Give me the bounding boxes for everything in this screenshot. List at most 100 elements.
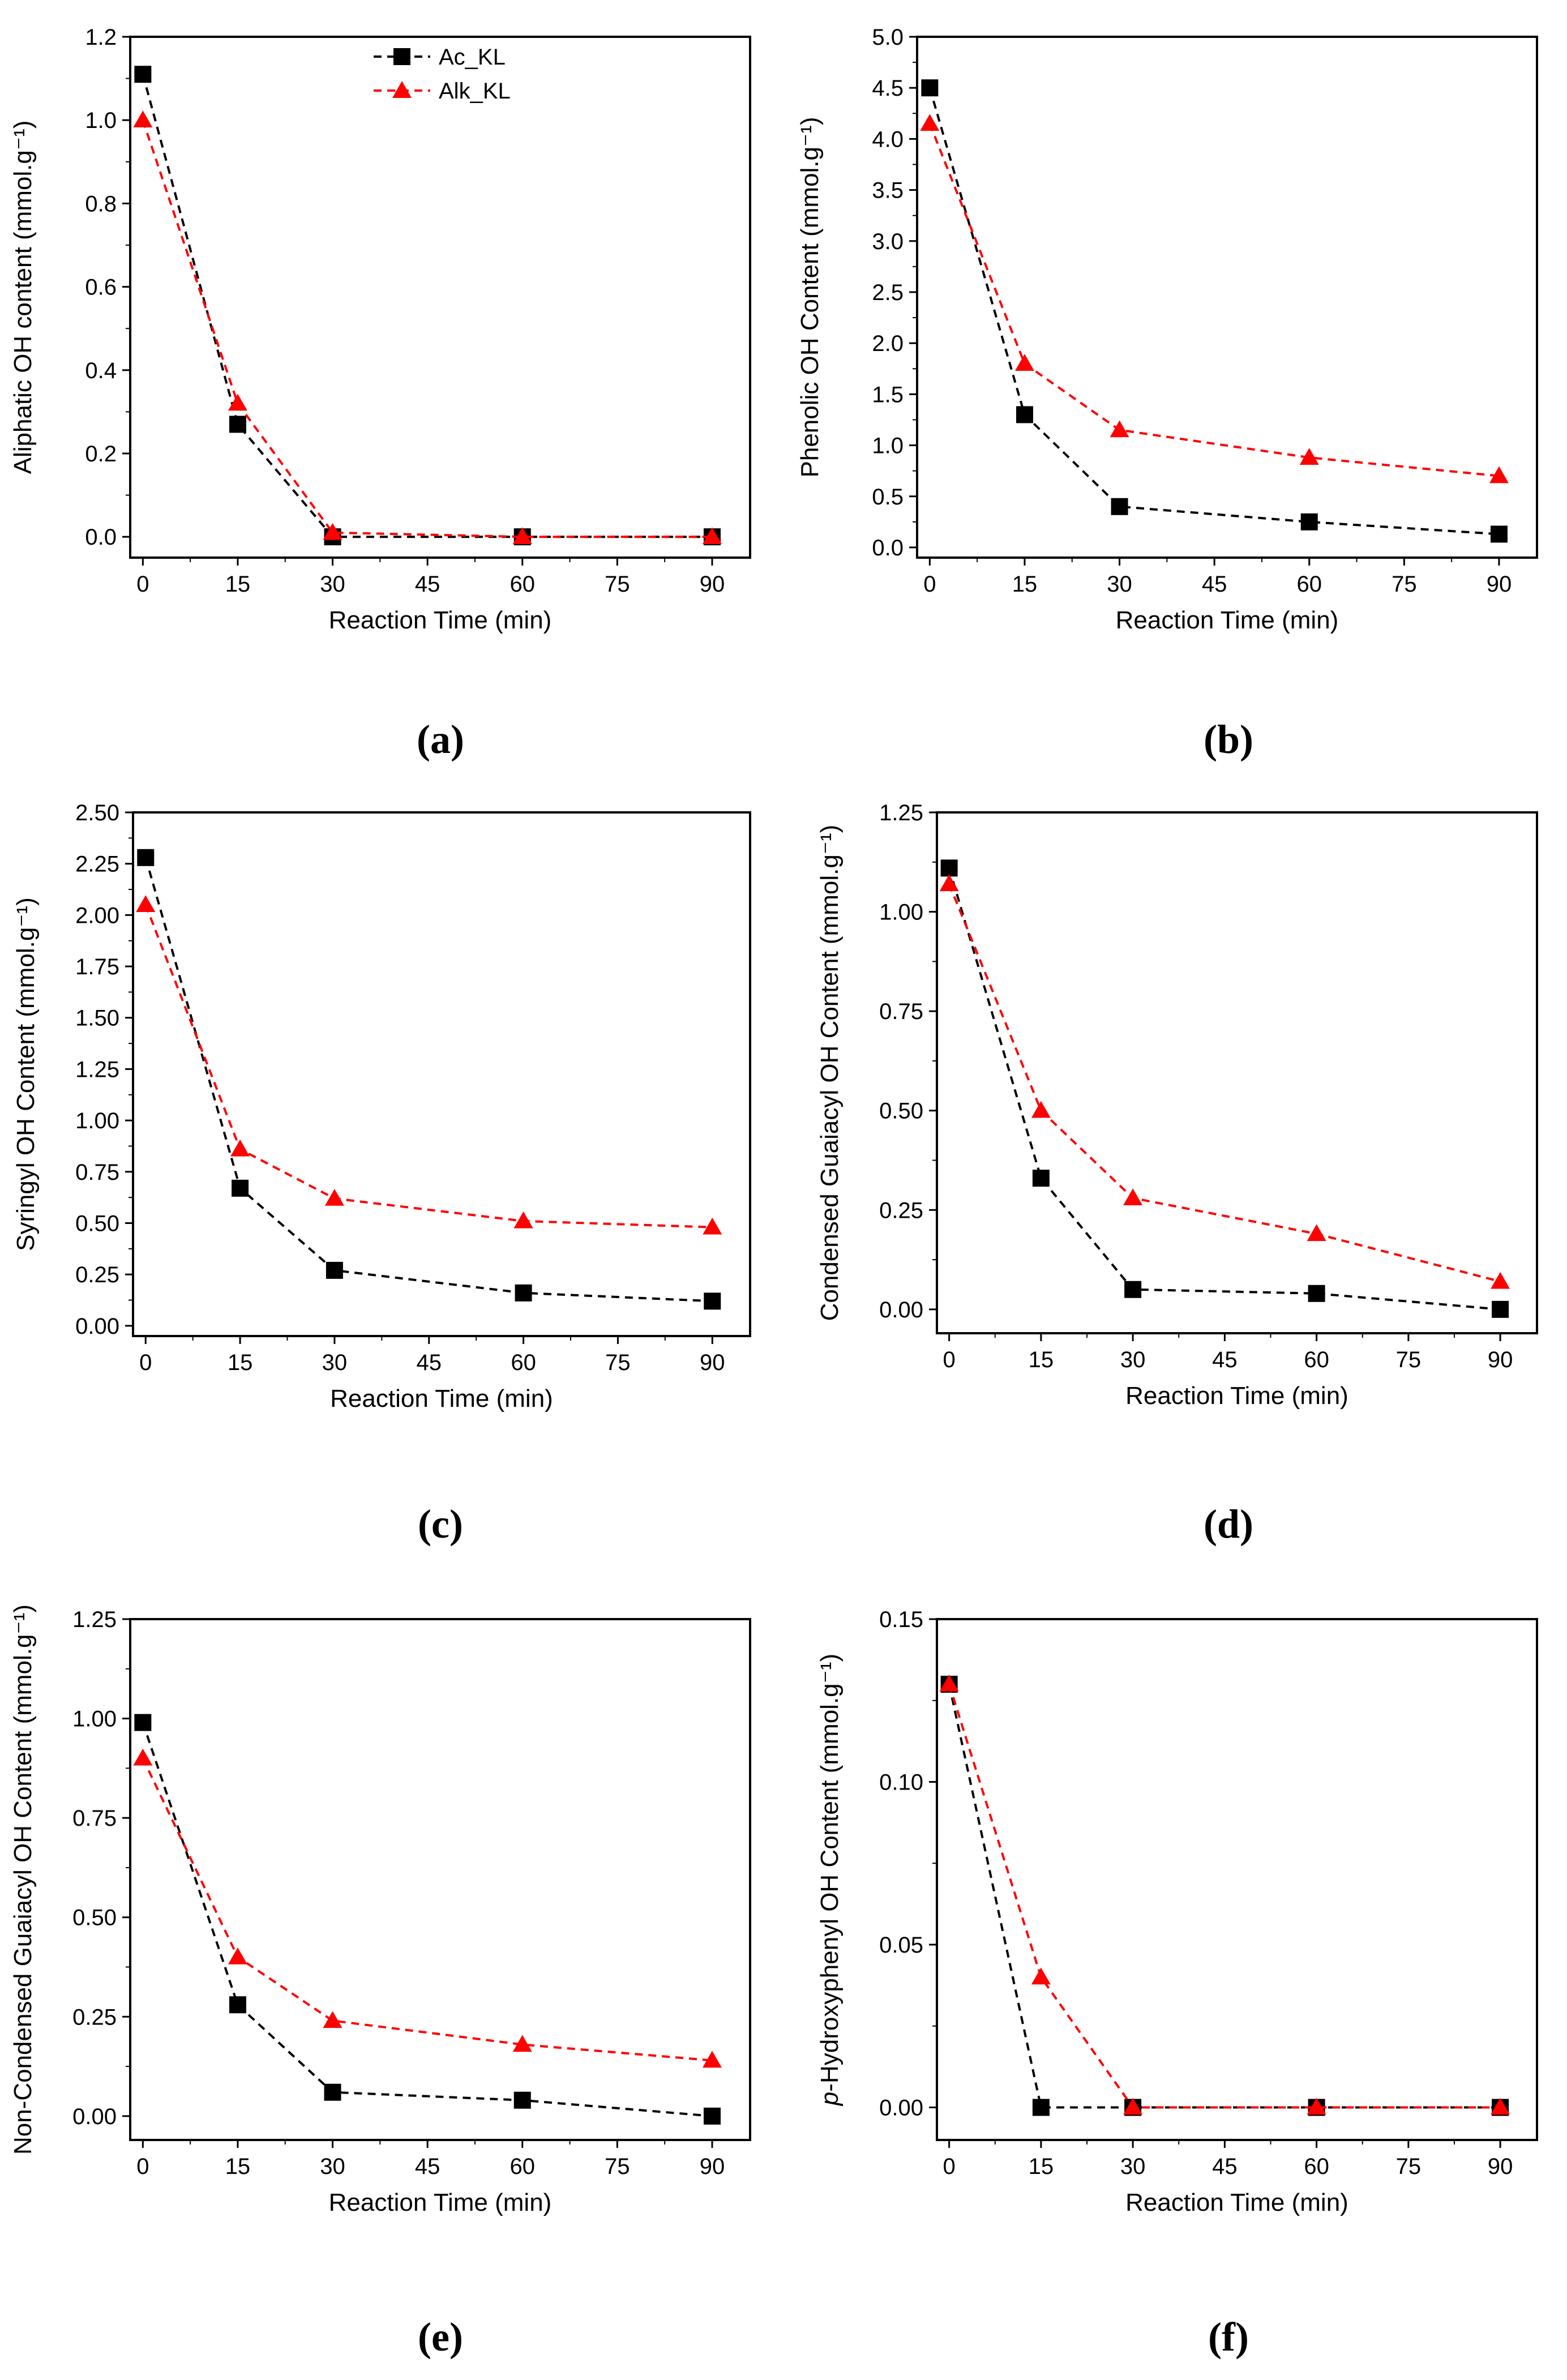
x-tick-label-b: 45 <box>1202 572 1227 597</box>
data-point-Alk_KL-d <box>1123 1188 1143 1205</box>
panel-f: 0 15 30 45 60 75 90 0.00 0.05 0.10 0.15 Reaction Ti… <box>816 1607 1538 2360</box>
data-point-Alk_KL-a <box>323 523 342 540</box>
data-point-Ac_KL-c <box>232 1179 249 1197</box>
x-tick-label-b: 15 <box>1012 572 1038 597</box>
x-tick-label-f: 0 <box>943 2154 956 2179</box>
panel-a: 0 15 30 45 60 75 90 0.0 0.2 0.4 0.6 0.8 1.0 1.2 Reacti… <box>9 25 751 762</box>
x-tick-label-c: 30 <box>322 1350 348 1375</box>
panel-b: 0 15 30 45 60 75 90 0.0 0.5 1.0 1.5 2.0 2.5 3.0 3.5 4.0… <box>796 25 1538 762</box>
data-point-Alk_KL-e <box>512 2035 532 2052</box>
panel-label-e: (e) <box>418 2314 463 2360</box>
data-point-Ac_KL-d <box>1308 1285 1325 1302</box>
plot-frame-b <box>916 36 1538 559</box>
data-point-Alk_KL-f <box>1491 2098 1510 2115</box>
y-tick-label-c: 2.00 <box>75 903 119 928</box>
x-tick-label-a: 30 <box>320 572 345 597</box>
x-tick-label-b: 90 <box>1487 572 1512 597</box>
y-tick-label-e: 0.50 <box>72 1906 117 1930</box>
data-point-Ac_KL-c <box>326 1261 343 1279</box>
panel-label-b: (b) <box>1204 717 1253 762</box>
x-tick-label-f: 75 <box>1396 2154 1422 2179</box>
data-point-Ac_KL-e <box>229 1996 246 2014</box>
y-tick-label-c: 0.50 <box>75 1211 119 1236</box>
panel-d: 0 15 30 45 60 75 90 0.00 0.25 0.50 0.75 1.00 1.25 Rea… <box>816 801 1538 1547</box>
x-tick-label-c: 75 <box>605 1350 631 1375</box>
y-tick-label-f: 0.05 <box>879 1933 923 1958</box>
legend-label-Ac_KL: Ac_KL <box>439 45 506 70</box>
panel-c: 0 15 30 45 60 75 90 0.00 0.25 0.50 0.75 1.00 1.25 1.5… <box>12 801 751 1547</box>
data-point-Ac_KL-b <box>921 79 939 97</box>
x-tick-label-f: 30 <box>1120 2154 1146 2179</box>
x-tick-label-d: 30 <box>1120 1347 1146 1372</box>
y-tick-label-c: 0.25 <box>75 1262 119 1287</box>
y-tick-label-d: 0.00 <box>879 1298 923 1322</box>
data-point-Alk_KL-b <box>920 114 940 131</box>
x-tick-label-a: 0 <box>136 572 149 597</box>
plot-frame-d <box>936 811 1538 1334</box>
data-point-Ac_KL-c <box>515 1284 532 1302</box>
data-point-Ac_KL-b <box>1111 498 1128 515</box>
y-tick-label-d: 0.50 <box>879 1099 923 1124</box>
data-point-Alk_KL-e <box>133 1748 153 1766</box>
plot-area-e: 0 15 30 45 60 75 90 0.00 0.25 0.50 0.75 1.00 1.25 Rea… <box>9 1604 751 2216</box>
y-tick-label-f: 0.10 <box>879 1770 923 1795</box>
legend-marker-Ac_KL <box>393 48 410 65</box>
x-tick-label-f: 45 <box>1212 2154 1238 2179</box>
x-axis-label-f: Reaction Time (min) <box>1125 2189 1348 2216</box>
x-tick-label-a: 90 <box>700 572 725 597</box>
data-point-Ac_KL-e <box>513 2091 531 2109</box>
x-axis-label-e: Reaction Time (min) <box>329 2189 552 2216</box>
data-point-Alk_KL-f <box>1031 1967 1051 1985</box>
x-tick-label-d: 90 <box>1488 1347 1513 1372</box>
y-tick-label-b: 1.5 <box>872 382 904 407</box>
x-axis-label-a: Reaction Time (min) <box>329 606 552 634</box>
plot-frame-c <box>132 811 751 1337</box>
data-point-Alk_KL-b <box>1299 448 1319 465</box>
y-tick-label-e: 0.00 <box>72 2104 117 2129</box>
y-tick-label-b: 2.5 <box>872 280 904 305</box>
x-tick-label-a: 60 <box>510 572 536 597</box>
x-tick-label-d: 15 <box>1029 1347 1054 1372</box>
legend-label-Alk_KL: Alk_KL <box>439 79 511 104</box>
y-tick-label-c: 1.25 <box>75 1057 119 1082</box>
y-tick-label-c: 1.50 <box>75 1006 119 1031</box>
data-point-Alk_KL-d <box>1491 1272 1510 1289</box>
y-tick-label-d: 0.25 <box>879 1198 923 1223</box>
x-tick-label-a: 75 <box>605 572 630 597</box>
data-point-Alk_KL-c <box>136 895 156 912</box>
panel-e: 0 15 30 45 60 75 90 0.00 0.25 0.50 0.75 1.00 1.25 Rea… <box>9 1604 751 2360</box>
x-axis-label-c: Reaction Time (min) <box>330 1385 553 1412</box>
data-point-Ac_KL-a <box>229 416 246 433</box>
y-axis-label-e: Non-Condensed Guaiacyl OH Content (mmol.… <box>9 1604 37 2155</box>
y-tick-label-c: 0.00 <box>75 1314 119 1339</box>
y-tick-label-a: 0.0 <box>85 525 117 550</box>
data-point-Ac_KL-d <box>1032 1170 1050 1187</box>
x-tick-label-b: 60 <box>1297 572 1322 597</box>
plot-frame-e <box>129 1618 751 2141</box>
data-point-Alk_KL-f <box>1307 2098 1326 2115</box>
panel-label-f: (f) <box>1208 2314 1249 2360</box>
data-point-Ac_KL-c <box>704 1292 721 1310</box>
plot-area-a: 0 15 30 45 60 75 90 0.0 0.2 0.4 0.6 0.8 1.0 1.2 Reacti… <box>9 25 751 634</box>
series-line-Alk_KL-a <box>142 119 712 538</box>
y-axis-label-d: Condensed Guaiacyl OH Content (mmol.g⁻¹) <box>816 825 844 1321</box>
data-point-Ac_KL-e <box>324 2083 341 2101</box>
x-tick-label-e: 90 <box>700 2154 725 2179</box>
x-tick-label-e: 75 <box>605 2154 630 2179</box>
x-tick-label-c: 90 <box>700 1350 725 1375</box>
x-tick-label-f: 15 <box>1029 2154 1054 2179</box>
y-tick-label-c: 1.75 <box>75 954 119 979</box>
data-point-Alk_KL-b <box>1014 354 1034 371</box>
data-point-Ac_KL-e <box>703 2107 721 2125</box>
plot-area-b: 0 15 30 45 60 75 90 0.0 0.5 1.0 1.5 2.0 2.5 3.0 3.5 4.0… <box>796 25 1538 634</box>
y-tick-label-c: 2.50 <box>75 801 119 825</box>
y-tick-label-c: 1.00 <box>75 1108 119 1133</box>
y-tick-label-e: 0.25 <box>72 2005 117 2030</box>
data-point-Alk_KL-a <box>702 527 722 544</box>
panel-label-c: (c) <box>418 1501 463 1547</box>
panel-label-d: (d) <box>1204 1501 1253 1547</box>
y-tick-label-b: 2.0 <box>872 331 904 356</box>
data-point-Alk_KL-d <box>1031 1101 1051 1118</box>
y-tick-label-a: 0.8 <box>85 191 117 216</box>
y-tick-label-d: 0.75 <box>879 999 923 1024</box>
